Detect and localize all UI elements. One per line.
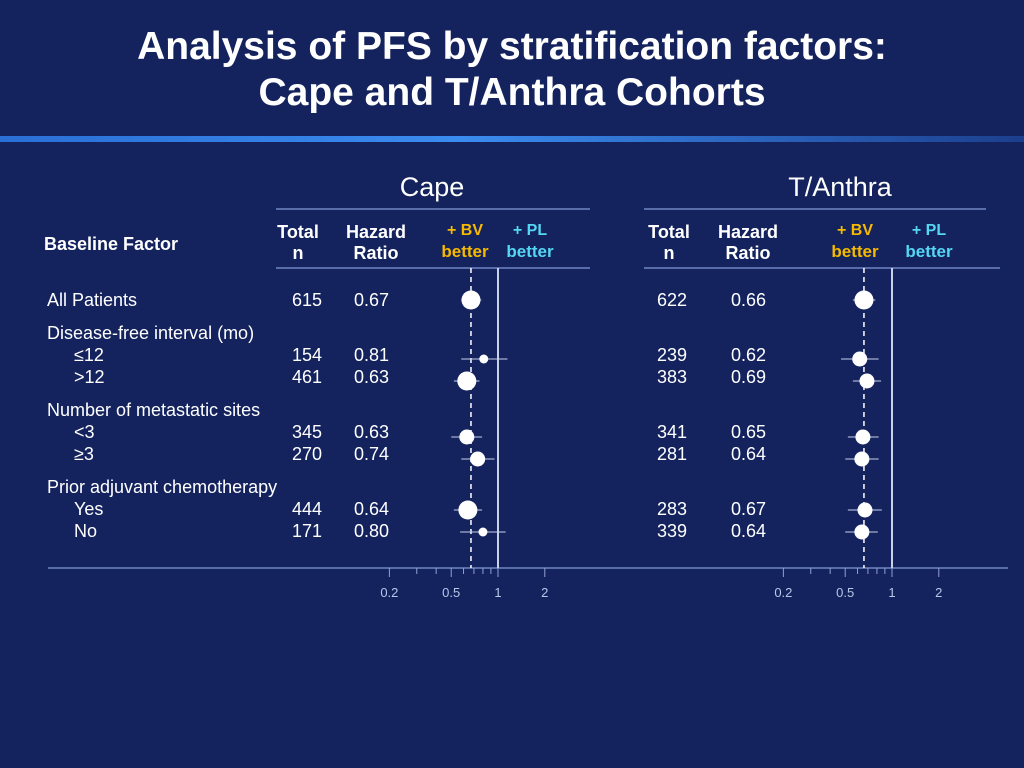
cape-total-n-header: Total n: [277, 222, 319, 263]
tanthra-tick-label-0.5: 0.5: [836, 585, 854, 600]
cape-hr-sites-ge3: 0.74: [354, 444, 390, 464]
slide-title: Analysis of PFS by stratification factor…: [0, 24, 1024, 116]
cape-tick-label-0.2: 0.2: [380, 585, 398, 600]
tanthra-n-all: 622: [656, 290, 687, 310]
cape-n-sites-lt3: 345: [291, 422, 322, 442]
tanthra-n-sites-lt3: 341: [656, 422, 687, 442]
cape-hr-point: [479, 354, 489, 364]
cape-tick-label-1: 1: [494, 585, 501, 600]
tanthra-hr-point: [855, 429, 871, 445]
row-label-adjuvant-yes: Yes: [74, 499, 104, 519]
cohort-title-cape: Cape: [399, 172, 465, 202]
title-line-1: Analysis of PFS by stratification factor…: [137, 25, 887, 68]
tanthra-hr-sites-lt3: 0.65: [731, 422, 767, 442]
cape-hr-all: 0.67: [354, 290, 390, 310]
cape-hr-adjuvant-no: 0.80: [354, 521, 390, 541]
cape-tick-label-2: 2: [541, 585, 548, 600]
cape-n-adjuvant-no: 171: [291, 521, 322, 541]
group-label-metastatic-sites: Number of metastatic sites: [47, 400, 261, 420]
cape-hr-adjuvant-yes: 0.64: [354, 499, 390, 519]
row-label-all-patients: All Patients: [47, 290, 138, 310]
title-underline-bar: [0, 136, 1024, 142]
tanthra-tick-label-1: 1: [888, 585, 895, 600]
tanthra-hr-point: [854, 451, 870, 467]
tanthra-hr-all: 0.66: [731, 290, 767, 310]
tanthra-hr-point: [854, 290, 874, 310]
row-label-dfi-le12: ≤12: [74, 345, 104, 365]
tanthra-hr-sites-ge3: 0.64: [731, 444, 767, 464]
cape-hr-point: [459, 429, 475, 445]
tanthra-pl-better-header: + PL better: [905, 222, 953, 261]
cape-hr-dfi-gt12: 0.63: [354, 367, 390, 387]
tanthra-hr-dfi-gt12: 0.69: [731, 367, 767, 387]
tanthra-tick-label-0.2: 0.2: [774, 585, 792, 600]
tanthra-n-dfi-gt12: 383: [656, 367, 687, 387]
row-label-dfi-gt12: >12: [74, 367, 105, 387]
cape-hr-dfi-le12: 0.81: [354, 345, 390, 365]
tanthra-n-dfi-le12: 239: [656, 345, 687, 365]
cape-hr-point: [470, 451, 486, 467]
tanthra-n-adjuvant-yes: 283: [656, 499, 687, 519]
tanthra-tick-label-2: 2: [935, 585, 942, 600]
baseline-factor-header: Baseline Factor: [44, 234, 179, 254]
tanthra-hr-point: [852, 351, 868, 367]
cape-n-dfi-gt12: 461: [291, 367, 322, 387]
row-label-sites-ge3: ≥3: [74, 444, 94, 464]
tanthra-hr-point: [854, 524, 870, 540]
title-line-2: Cape and T/Anthra Cohorts: [258, 71, 766, 114]
tanthra-hr-adjuvant-yes: 0.67: [731, 499, 767, 519]
cape-hr-point: [458, 500, 478, 520]
group-label-prior-adjuvant: Prior adjuvant chemotherapy: [47, 477, 278, 497]
tanthra-hazard-ratio-header: Hazard Ratio: [717, 222, 779, 263]
tanthra-bv-better-header: + BV better: [831, 222, 879, 261]
tanthra-total-n-header: Total n: [648, 222, 690, 263]
cohort-title-tanthra: T/Anthra: [788, 172, 892, 202]
cape-hazard-ratio-header: Hazard Ratio: [345, 222, 407, 263]
cape-hr-sites-lt3: 0.63: [354, 422, 390, 442]
row-label-adjuvant-no: No: [74, 521, 98, 541]
group-label-disease-free-interval: Disease-free interval (mo): [47, 323, 255, 343]
tanthra-hr-dfi-le12: 0.62: [731, 345, 767, 365]
cape-hr-point: [478, 527, 488, 537]
tanthra-hr-point: [859, 373, 875, 389]
row-label-sites-lt3: <3: [74, 422, 95, 442]
cape-hr-point: [461, 290, 481, 310]
tanthra-n-adjuvant-no: 339: [656, 521, 687, 541]
cape-hr-point: [457, 371, 477, 391]
cape-n-sites-ge3: 270: [291, 444, 322, 464]
cape-n-all: 615: [291, 290, 322, 310]
cape-tick-label-0.5: 0.5: [442, 585, 460, 600]
tanthra-hr-adjuvant-no: 0.64: [731, 521, 767, 541]
cape-pl-better-header: + PL better: [506, 222, 554, 261]
cape-n-adjuvant-yes: 444: [291, 499, 322, 519]
tanthra-hr-point: [857, 502, 873, 518]
cape-n-dfi-le12: 154: [291, 345, 322, 365]
cape-bv-better-header: + BV better: [441, 222, 489, 261]
tanthra-n-sites-ge3: 281: [656, 444, 687, 464]
